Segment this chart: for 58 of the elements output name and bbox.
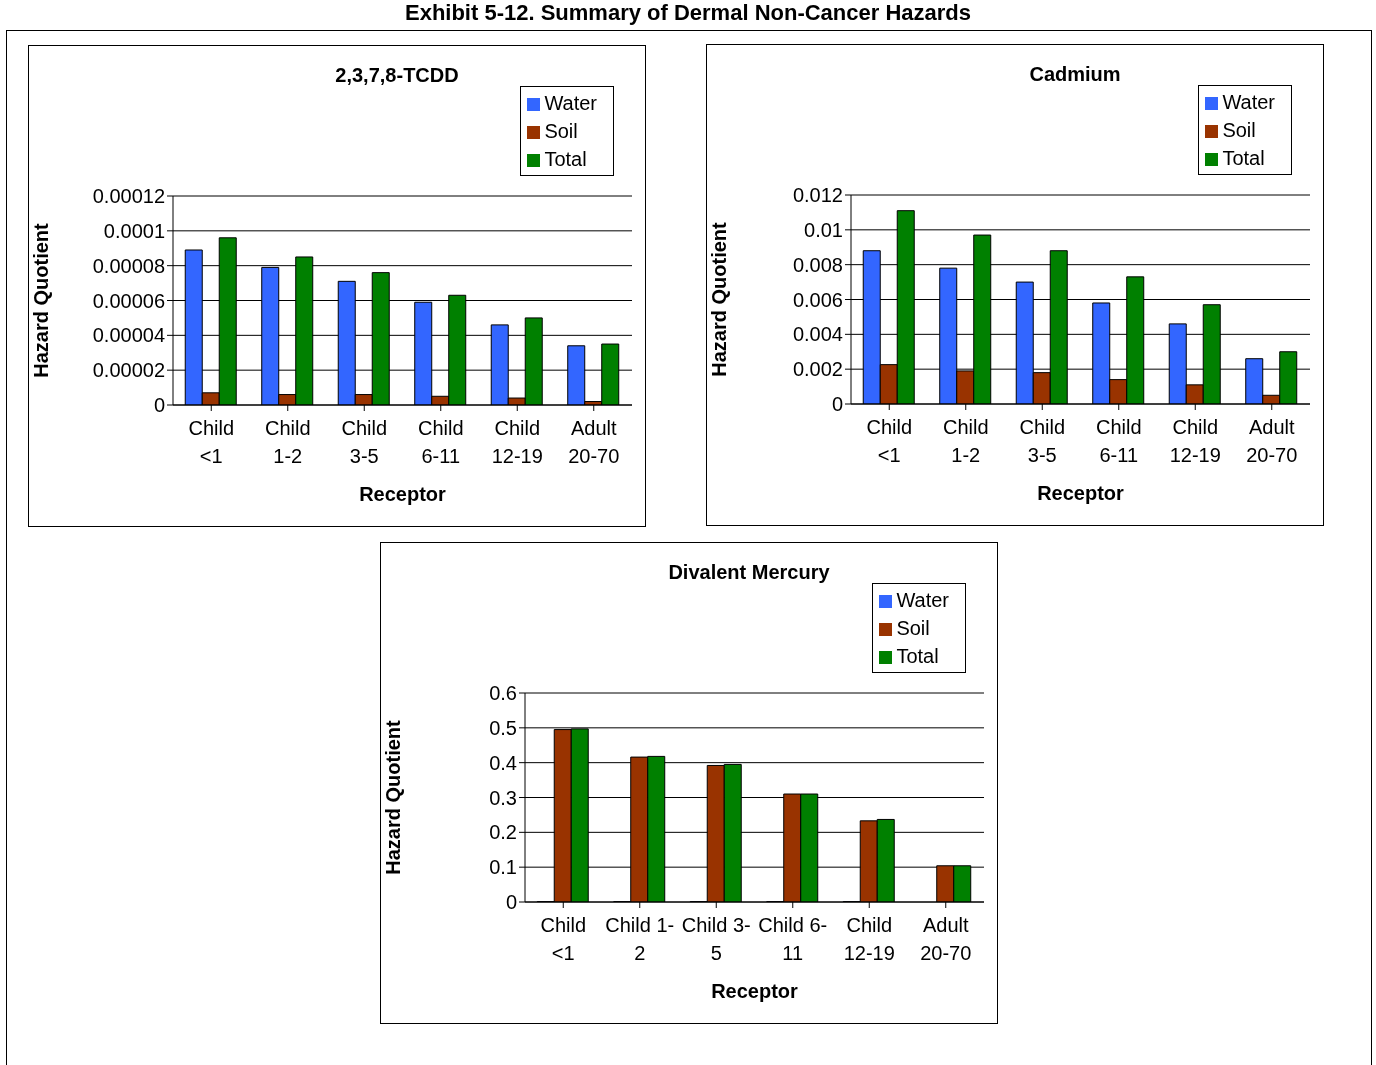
- y-tick-label: 0.01: [804, 218, 843, 241]
- y-tick-label: 0.012: [792, 184, 843, 207]
- chart-title: Cadmium: [1028, 63, 1122, 86]
- y-tick-label: 0.4: [489, 751, 517, 774]
- x-tick-label: Adult 20-70: [1246, 416, 1298, 466]
- y-tick-label: 0.004: [792, 323, 843, 346]
- legend-label: Water: [544, 92, 597, 114]
- text: Exhibit 5-12. Summary of Dermal Non-Cancer Hazards: [403, 0, 973, 26]
- y-tick-label: 0.5: [489, 716, 517, 739]
- y-tick-label: 0.00002: [92, 359, 165, 382]
- x-tick-label: Adult 20-70: [920, 914, 972, 964]
- chart-title: Divalent Mercury: [667, 561, 831, 584]
- y-axis-title: Hazard Quotient: [382, 719, 405, 875]
- y-tick-label: 0.0001: [103, 219, 165, 242]
- y-axis-title: Hazard Quotient: [708, 221, 731, 377]
- y-tick-label: 0.00012: [92, 185, 165, 208]
- y-tick-label: 0.1: [489, 856, 517, 879]
- x-tick-label: Child 12-19: [843, 914, 895, 964]
- y-axis-title: Hazard Quotient: [30, 222, 53, 378]
- legend-label: Soil: [1222, 119, 1256, 141]
- x-tick-label: Child 6- 11: [758, 914, 828, 964]
- x-axis-title: Receptor: [359, 483, 447, 505]
- y-tick-label: 0: [505, 891, 517, 914]
- y-tick-label: 0.2: [489, 821, 517, 844]
- y-tick-label: 0: [831, 393, 843, 416]
- x-axis-title: Receptor: [1037, 482, 1125, 504]
- x-tick-label: Child 3-5: [341, 417, 388, 467]
- x-tick-label: Adult 20-70: [568, 417, 620, 467]
- y-tick-label: 0.6: [489, 682, 517, 705]
- x-tick-label: Child 6-11: [1095, 416, 1142, 466]
- x-tick-label: Child <1: [540, 914, 587, 964]
- x-tick-label: Child 3- 5: [681, 914, 751, 964]
- y-tick-label: 0.00008: [92, 254, 165, 277]
- legend-label: Water: [1222, 91, 1275, 113]
- legend-label: Total: [544, 148, 587, 170]
- legend-label: Water: [896, 589, 949, 611]
- y-tick-label: 0.006: [792, 288, 843, 311]
- x-tick-label: Child 1-2: [264, 417, 311, 467]
- legend-label: Total: [896, 645, 939, 667]
- legend-label: Soil: [896, 617, 930, 639]
- x-tick-label: Child 6-11: [417, 417, 464, 467]
- x-axis-title: Receptor: [711, 980, 799, 1002]
- x-tick-label: Child 12-19: [491, 417, 543, 467]
- y-tick-label: 0.3: [489, 786, 517, 809]
- legend-label: Soil: [544, 120, 578, 142]
- y-tick-label: 0.002: [792, 358, 843, 381]
- legend-label: Total: [1222, 147, 1265, 169]
- x-tick-label: Child <1: [866, 416, 913, 466]
- x-tick-label: Child <1: [188, 417, 235, 467]
- y-tick-label: 0: [153, 394, 165, 417]
- y-tick-label: 0.00004: [92, 324, 165, 347]
- y-tick-label: 0.00006: [92, 289, 165, 312]
- x-tick-label: Child 1-2: [942, 416, 989, 466]
- x-tick-label: Child 3-5: [1019, 416, 1066, 466]
- x-tick-label: Child 1- 2: [605, 914, 675, 964]
- x-tick-label: Child 12-19: [1169, 416, 1221, 466]
- chart-title: 2,3,7,8-TCDD: [334, 64, 460, 87]
- y-tick-label: 0.008: [792, 253, 843, 276]
